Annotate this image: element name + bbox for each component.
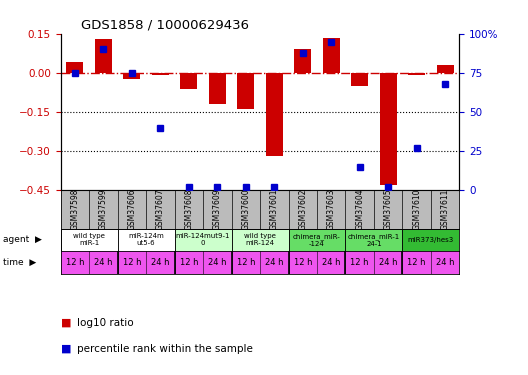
Text: miR-124m
ut5-6: miR-124m ut5-6 bbox=[128, 233, 164, 246]
Text: ■: ■ bbox=[61, 318, 75, 327]
Bar bbox=[175, 228, 232, 251]
Text: 12 h: 12 h bbox=[294, 258, 312, 267]
Text: GSM37601: GSM37601 bbox=[270, 189, 279, 230]
Text: ■: ■ bbox=[61, 344, 75, 354]
Text: log10 ratio: log10 ratio bbox=[77, 318, 133, 327]
Bar bbox=[152, 73, 169, 75]
Text: GSM37605: GSM37605 bbox=[384, 189, 393, 230]
Text: 24 h: 24 h bbox=[208, 258, 227, 267]
Text: miR373/hes3: miR373/hes3 bbox=[408, 237, 454, 243]
Bar bbox=[288, 228, 345, 251]
Text: GSM37603: GSM37603 bbox=[327, 189, 336, 230]
Bar bbox=[237, 73, 254, 110]
Text: 24 h: 24 h bbox=[379, 258, 398, 267]
Bar bbox=[351, 73, 368, 86]
Text: chimera_miR-
-124: chimera_miR- -124 bbox=[293, 233, 341, 247]
Bar bbox=[209, 73, 226, 104]
Text: GSM37604: GSM37604 bbox=[355, 189, 364, 230]
Bar bbox=[402, 228, 459, 251]
Text: 12 h: 12 h bbox=[408, 258, 426, 267]
Bar bbox=[323, 38, 340, 73]
Bar bbox=[232, 228, 288, 251]
Text: 12 h: 12 h bbox=[65, 258, 84, 267]
Bar bbox=[118, 228, 175, 251]
Text: GSM37606: GSM37606 bbox=[127, 189, 136, 230]
Text: 24 h: 24 h bbox=[151, 258, 169, 267]
Text: GSM37599: GSM37599 bbox=[99, 189, 108, 230]
Text: GSM37611: GSM37611 bbox=[441, 189, 450, 230]
Text: miR-124mut9-1
0: miR-124mut9-1 0 bbox=[176, 233, 230, 246]
Text: 12 h: 12 h bbox=[122, 258, 141, 267]
Text: 24 h: 24 h bbox=[265, 258, 284, 267]
Text: 12 h: 12 h bbox=[351, 258, 369, 267]
Text: GSM37607: GSM37607 bbox=[156, 189, 165, 230]
Text: 12 h: 12 h bbox=[237, 258, 255, 267]
Bar bbox=[345, 228, 402, 251]
Text: percentile rank within the sample: percentile rank within the sample bbox=[77, 344, 252, 354]
Text: 24 h: 24 h bbox=[436, 258, 455, 267]
Text: GSM37608: GSM37608 bbox=[184, 189, 193, 230]
Text: 24 h: 24 h bbox=[322, 258, 341, 267]
Bar bbox=[380, 73, 397, 185]
Text: 12 h: 12 h bbox=[180, 258, 198, 267]
Bar bbox=[181, 73, 197, 88]
Text: GSM37598: GSM37598 bbox=[70, 189, 79, 230]
Text: GSM37610: GSM37610 bbox=[412, 189, 421, 230]
Text: chimera_miR-1
24-1: chimera_miR-1 24-1 bbox=[348, 233, 400, 247]
Bar bbox=[95, 39, 112, 73]
Text: wild type
miR-1: wild type miR-1 bbox=[73, 233, 105, 246]
Bar bbox=[61, 228, 118, 251]
Text: GSM37602: GSM37602 bbox=[298, 189, 307, 230]
Bar bbox=[67, 63, 83, 73]
Text: 24 h: 24 h bbox=[94, 258, 112, 267]
Bar bbox=[124, 73, 140, 80]
Bar bbox=[266, 73, 283, 156]
Text: GSM37609: GSM37609 bbox=[213, 189, 222, 230]
Text: agent  ▶: agent ▶ bbox=[3, 236, 42, 244]
Text: wild type
miR-124: wild type miR-124 bbox=[244, 233, 276, 246]
Bar bbox=[294, 50, 312, 73]
Text: time  ▶: time ▶ bbox=[3, 258, 36, 267]
Text: GDS1858 / 10000629436: GDS1858 / 10000629436 bbox=[81, 18, 249, 31]
Text: GSM37600: GSM37600 bbox=[241, 189, 250, 230]
Bar bbox=[437, 65, 454, 73]
Bar bbox=[408, 73, 425, 75]
